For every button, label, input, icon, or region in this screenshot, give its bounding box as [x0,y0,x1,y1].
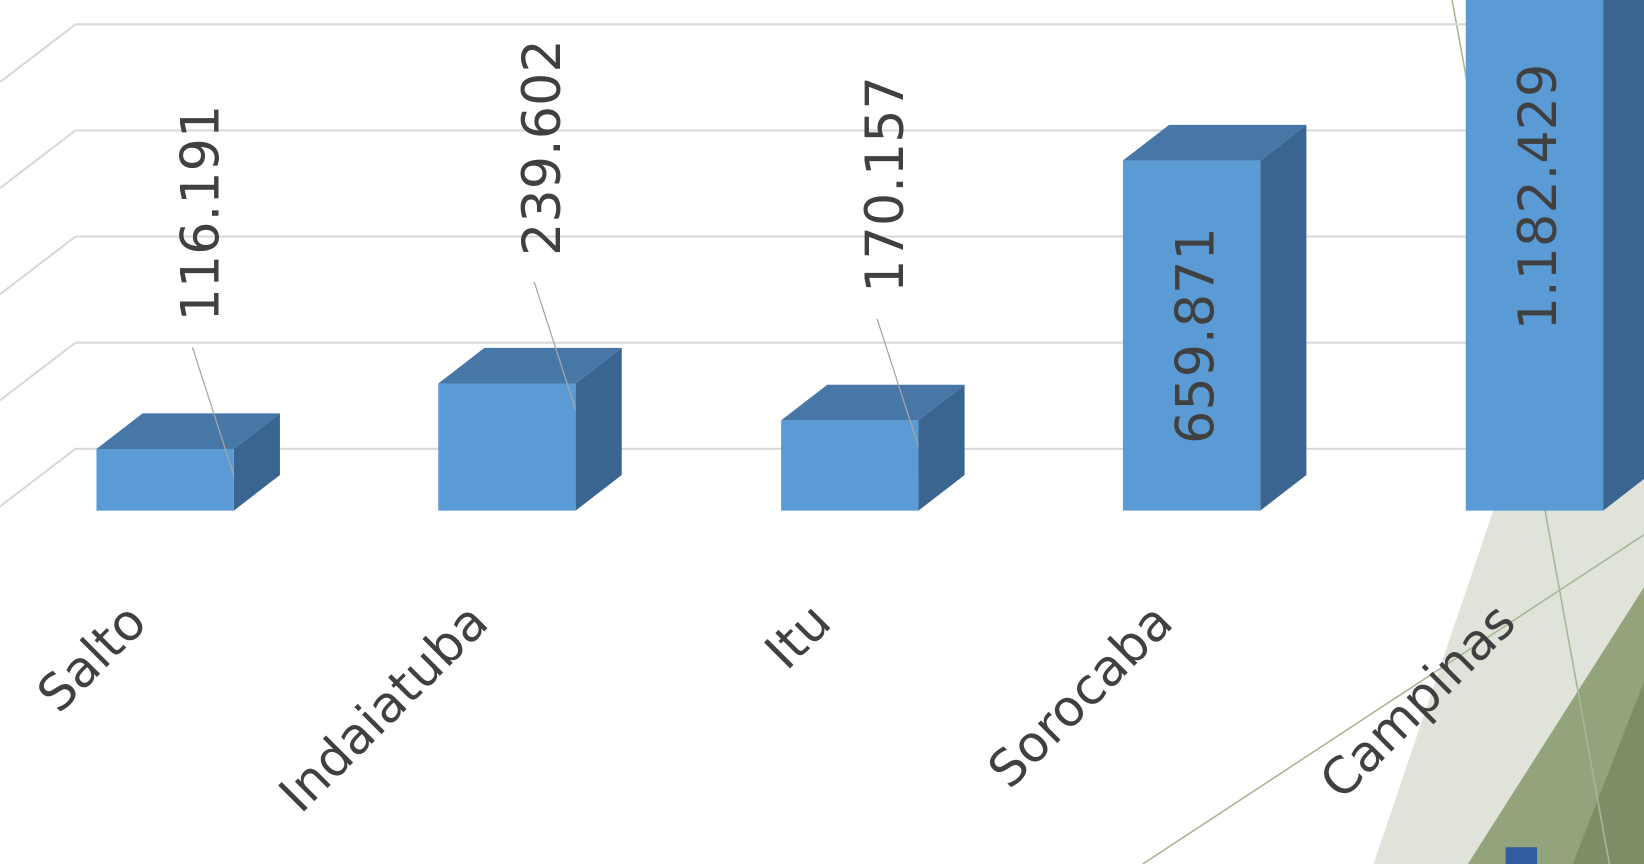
grid-line [0,449,75,507]
bar [438,384,575,511]
value-label: 116.191 [170,105,231,322]
value-label: 239.602 [512,39,573,256]
bar [781,420,918,510]
value-label: 1.182.429 [1508,64,1569,331]
bar-side [1603,0,1644,511]
x-tick-label: Indaiatuba [267,592,499,824]
x-tick-label: Itu [753,592,842,681]
bar [96,449,233,511]
x-tick-label: Sorocaba [976,592,1183,799]
value-label: 170.157 [855,76,916,293]
x-tick-label: Salto [26,592,158,724]
bar-side [1260,125,1306,511]
value-label: 659.871 [1165,227,1226,444]
grid-line [0,130,75,188]
chart: 116.191 Salto 239.602 Indaiatuba 170.157 Itu 6… [0,0,1644,864]
grid-line [0,343,75,401]
grid-line [0,24,75,82]
page: {"chart_data": {"type": "bar3d", "catego… [0,0,1644,864]
grid-line [0,237,75,295]
